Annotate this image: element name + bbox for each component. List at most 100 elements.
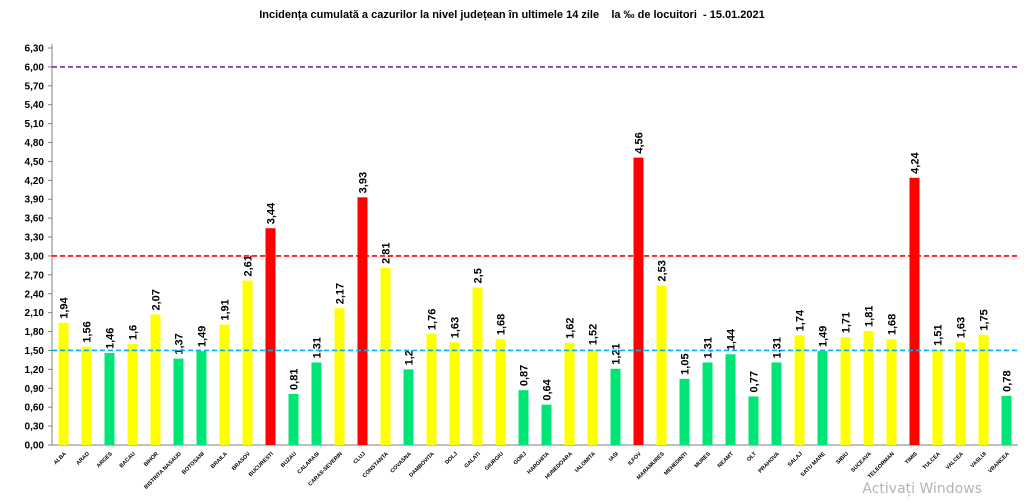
windows-activation-watermark: Activați Windows [862, 481, 982, 497]
data-label: 1,2 [404, 350, 416, 365]
data-label: 1,52 [588, 324, 600, 345]
data-label: 2,53 [657, 260, 669, 281]
data-label: 1,21 [611, 343, 623, 364]
data-label: 1,31 [703, 337, 715, 358]
bar-braila [219, 324, 230, 445]
x-tick-label: BOTOSANI [181, 451, 206, 476]
x-tick-label: BACAU [119, 451, 137, 469]
x-tick-label: DOLJ [444, 451, 459, 466]
data-label: 1,56 [82, 321, 94, 342]
bar-constanta [380, 267, 391, 445]
y-tick-label: 3,00 [25, 251, 45, 262]
x-tick-label: ALBA [53, 451, 68, 466]
x-tick-label: OLT [746, 451, 758, 463]
bar-covasna [403, 369, 414, 445]
bar-dambovita [426, 334, 437, 445]
bar-suceava [863, 330, 874, 445]
y-tick-label: 1,80 [25, 327, 45, 338]
data-label: 0,64 [542, 378, 554, 400]
x-tick-label: IASI [608, 451, 620, 463]
data-label: 1,74 [795, 309, 807, 331]
bar-botosani [196, 351, 207, 445]
data-label: 3,44 [266, 202, 278, 224]
bar-mures [702, 362, 713, 445]
x-tick-label: MEHEDINTI [663, 451, 689, 477]
x-tick-label: SIBIU [835, 451, 850, 466]
data-label: 1,37 [174, 333, 186, 354]
bar-valcea [955, 342, 966, 445]
data-label: 3,93 [358, 172, 370, 193]
data-label: 1,44 [726, 328, 738, 350]
bar-cluj [357, 197, 368, 445]
x-tick-label: VRANCEA [987, 451, 1010, 474]
bar-bihor [150, 314, 161, 445]
bar-maramures [656, 285, 667, 445]
bar-timis [909, 177, 920, 446]
y-tick-label: 4,80 [25, 138, 45, 149]
x-tick-label: MURES [694, 451, 713, 470]
y-tick-label: 5,40 [25, 100, 45, 111]
chart-title: Incidența cumulată a cazurilor la nivel … [259, 9, 765, 21]
y-tick-label: 5,10 [25, 119, 45, 130]
data-label: 0,78 [1002, 370, 1014, 391]
data-label: 1,94 [59, 296, 71, 318]
data-label: 4,56 [634, 132, 646, 153]
data-label: 1,68 [496, 314, 508, 335]
y-tick-label: 3,60 [25, 214, 45, 225]
data-label: 1,51 [933, 324, 945, 345]
bar-caras-severin [334, 308, 345, 445]
bar-vrancea [1001, 395, 1012, 445]
bar-iasi [610, 368, 621, 445]
data-label: 1,31 [772, 337, 784, 358]
y-tick-label: 0,60 [25, 403, 45, 414]
bar-arges [104, 352, 115, 445]
y-tick-label: 2,10 [25, 308, 45, 319]
x-tick-label: GIURGIU [484, 451, 505, 472]
y-tick-label: 0,90 [25, 384, 45, 395]
y-tick-label: 4,50 [25, 157, 45, 168]
data-label: 1,75 [979, 309, 991, 330]
data-label: 1,49 [197, 326, 209, 347]
y-tick-label: 0,00 [25, 441, 45, 452]
data-label: 1,05 [680, 353, 692, 374]
bar-vaslui [978, 334, 989, 445]
x-tick-label: VALCEA [945, 451, 965, 471]
bar-hunedoara [564, 342, 575, 445]
bar-mehedinti [679, 378, 690, 445]
x-tick-label: NEAMT [717, 451, 736, 470]
x-tick-label: ARAD [75, 451, 90, 466]
data-label: 1,68 [887, 314, 899, 335]
y-tick-label: 1,50 [25, 346, 45, 357]
data-label: 4,24 [910, 152, 922, 174]
x-tick-label: PRAHOVA [758, 451, 781, 474]
data-label: 2,61 [243, 255, 255, 276]
x-tick-label: TULCEA [922, 451, 942, 471]
data-label: 1,46 [105, 328, 117, 349]
bar-calarasi [311, 362, 322, 445]
y-tick-label: 1,20 [25, 365, 45, 376]
x-tick-label: SATU MARE [800, 451, 827, 478]
y-tick-label: 3,30 [25, 233, 45, 244]
bar-salaj [794, 335, 805, 445]
bar-bacau [127, 344, 138, 445]
bar-bucuresti [265, 228, 276, 445]
y-tick-label: 2,70 [25, 270, 45, 281]
x-tick-label: ARGES [96, 451, 114, 469]
bar-prahova [771, 362, 782, 445]
bar-ilfov [633, 157, 644, 445]
bar-arad [81, 346, 92, 445]
data-label: 0,81 [289, 369, 301, 390]
bar-tulcea [932, 349, 943, 445]
data-label: 0,77 [749, 371, 761, 392]
data-label: 1,31 [312, 337, 324, 358]
x-tick-label: TIMIS [904, 451, 919, 466]
x-tick-label: VASLUI [970, 451, 989, 470]
data-label: 1,63 [450, 317, 462, 338]
data-label: 0,87 [519, 365, 531, 386]
bar-dolj [449, 342, 460, 445]
data-label: 1,63 [956, 317, 968, 338]
data-label: 2,5 [473, 268, 485, 283]
y-tick-label: 6,30 [25, 44, 45, 55]
bar-gorj [518, 390, 529, 445]
